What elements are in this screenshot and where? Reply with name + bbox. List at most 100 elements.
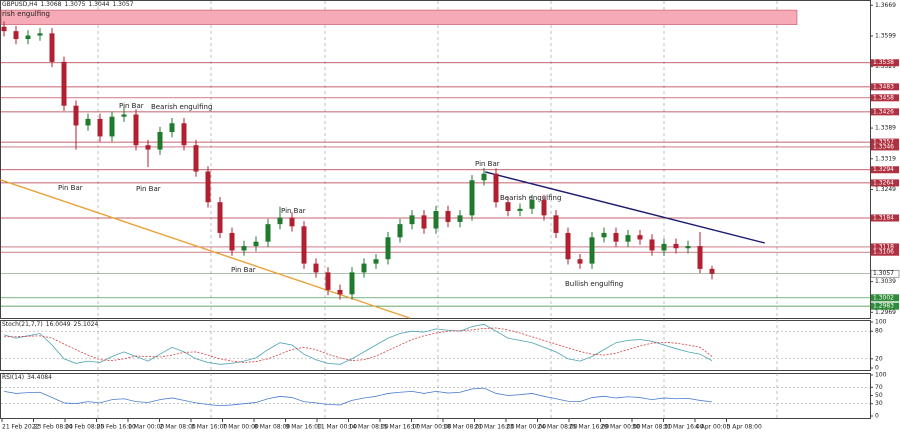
bid-tag	[870, 269, 900, 278]
candle-body	[493, 173, 499, 203]
candle-body	[145, 145, 151, 150]
candle-body	[697, 246, 703, 269]
candle-body	[625, 235, 631, 242]
candle-body	[589, 237, 595, 264]
y-tick-label: 80	[875, 328, 883, 335]
x-tick-label: 1 Mar 00:00	[128, 424, 164, 431]
x-tick-label: 30 Mar 08:00	[632, 424, 672, 431]
candle-body	[157, 132, 163, 150]
candle-body	[649, 239, 655, 251]
level-tag	[871, 214, 899, 222]
x-tick-label: 21 Mar 16:00	[475, 424, 515, 431]
annotation: Pin Bar	[58, 184, 83, 192]
candle-body	[349, 272, 355, 295]
x-tick-label: 18 Mar 08:00	[443, 424, 483, 431]
y-tick-label: 30	[875, 400, 883, 407]
y-tick-label: 1.3039	[875, 278, 896, 285]
candle-body	[337, 289, 343, 295]
candle-body	[217, 202, 223, 233]
level-label: 1.3294	[873, 166, 894, 173]
y-tick-label: 1.3669	[875, 2, 896, 9]
candle-body	[121, 114, 127, 117]
y-tick-label: 100	[875, 372, 887, 379]
x-tick-label: 17 Mar 00:00	[412, 424, 452, 431]
x-tick-label: 23 Mar 00:00	[506, 424, 546, 431]
y-tick-label: 1.3529	[875, 63, 896, 70]
annotation: Bullish engulfing	[565, 280, 623, 288]
level-tag	[871, 83, 899, 91]
level-label: 1.3346	[873, 143, 894, 150]
y-tick-label: 70	[875, 384, 883, 391]
candle-body	[457, 215, 463, 222]
annotation: Bearish engulfing	[500, 194, 561, 202]
level-tag	[871, 143, 899, 151]
annotation: Pin Bar	[231, 266, 256, 274]
indicator-line	[4, 327, 713, 363]
trendline	[0, 179, 410, 319]
low: 1.3044	[88, 1, 110, 8]
level-tag	[871, 166, 899, 174]
rsi-name: RSI(14)	[2, 374, 25, 381]
plot-frame	[0, 0, 871, 319]
x-tick-label: 11 Mar 00:00	[317, 424, 357, 431]
y-tick-label: 1.3599	[875, 32, 896, 39]
candle-body	[637, 235, 643, 240]
stoch-name: Stoch(21,7,7)	[2, 321, 43, 328]
x-tick-label: 29 Mar 00:00	[601, 424, 641, 431]
candle-body	[505, 202, 511, 211]
x-tick-label: 21 Feb 2022	[2, 424, 40, 431]
annotation: Pin Bar	[136, 185, 161, 193]
candle-body	[409, 215, 415, 225]
candle-body	[97, 118, 103, 137]
y-tick-label: 50	[875, 392, 883, 399]
candle-body	[181, 123, 187, 146]
zone	[0, 9, 798, 25]
open: 1.3068	[40, 1, 62, 8]
candle-body	[193, 145, 199, 172]
level-label: 1.3118	[873, 243, 894, 250]
annotation: Bearish engulfing	[151, 103, 212, 111]
candle-body	[289, 217, 295, 227]
candle-body	[229, 232, 235, 251]
candle-body	[685, 246, 691, 249]
level-label: 1.3264	[873, 179, 894, 186]
candle-body	[109, 116, 115, 137]
candle-body	[49, 33, 55, 62]
candle-body	[253, 241, 259, 247]
candle-body	[301, 226, 307, 264]
x-tick-label: 23 Feb 08:00	[34, 424, 74, 431]
zone-label: rish engulfing	[2, 10, 50, 18]
bid-label: 1.3057	[873, 270, 894, 277]
candle-body	[421, 215, 427, 229]
level-tag	[871, 248, 899, 256]
y-tick-label: 0	[875, 365, 879, 372]
x-tick-label: 15 Mar 16:00	[380, 424, 420, 431]
trendline	[485, 171, 765, 244]
stoch-header: Stoch(21,7,7) 16.0049 25.1024	[2, 321, 101, 328]
candle-body	[37, 33, 43, 36]
level-label: 1.3458	[873, 94, 894, 101]
level-tag	[871, 179, 899, 187]
candle-body	[325, 272, 331, 290]
price-header: GBPUSD,H4 1.3068 1.3075 1.3044 1.3057	[2, 1, 136, 8]
x-tick-label: 4 Apr 00:00	[695, 424, 730, 431]
x-tick-label: 8 Mar 08:00	[254, 424, 290, 431]
candle-body	[661, 243, 667, 251]
x-tick-label: 25 Feb 16:00	[97, 424, 137, 431]
level-tag	[871, 94, 899, 102]
candle-body	[133, 114, 139, 146]
candle-body	[709, 268, 715, 274]
x-tick-label: 24 Mar 08:00	[538, 424, 578, 431]
candle-body	[169, 123, 175, 133]
candle-body	[1, 26, 7, 32]
candle-body	[541, 200, 547, 216]
candle-body	[469, 180, 475, 216]
candle-body	[61, 61, 67, 106]
level-tag	[871, 243, 899, 251]
candle-body	[205, 171, 211, 203]
candle-body	[73, 105, 79, 126]
candle-body	[373, 259, 379, 264]
candle-body	[433, 210, 439, 229]
